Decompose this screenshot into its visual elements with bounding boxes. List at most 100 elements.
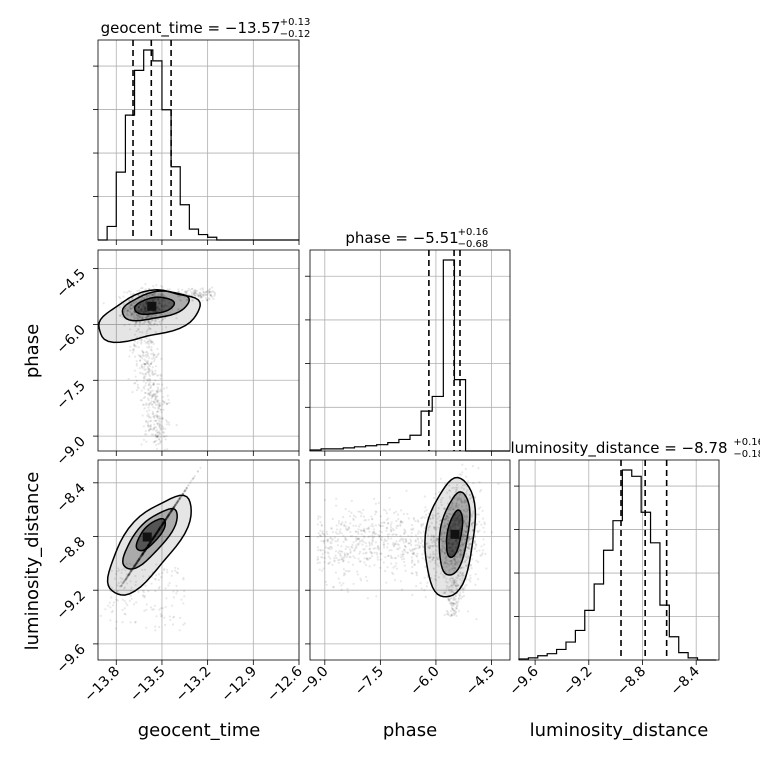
sample-point	[156, 415, 159, 419]
sample-point	[155, 314, 158, 317]
sample-point	[149, 314, 152, 317]
sample-point	[140, 338, 143, 341]
sample-point	[159, 313, 162, 316]
sample-point	[154, 434, 158, 437]
sample-point	[392, 543, 395, 546]
sample-point	[146, 315, 149, 318]
sample-point	[129, 308, 132, 311]
sample-point	[99, 614, 102, 617]
sample-point	[208, 298, 211, 301]
sample-point	[147, 415, 150, 418]
sample-point	[136, 341, 139, 344]
sample-point	[151, 293, 154, 296]
sample-point	[367, 527, 370, 530]
sample-point	[137, 590, 140, 594]
sample-point	[141, 322, 144, 325]
sample-point	[185, 292, 188, 295]
sample-point	[199, 294, 202, 297]
sample-point	[161, 418, 164, 421]
sample-point	[204, 293, 207, 296]
title-minus: −0.12	[280, 29, 311, 40]
sample-point	[153, 416, 156, 419]
sample-point	[189, 481, 192, 485]
sample-point	[161, 286, 164, 289]
sample-point	[481, 509, 484, 512]
sample-point	[194, 288, 197, 291]
sample-point	[382, 546, 386, 549]
sample-point	[158, 320, 161, 323]
sample-point	[150, 299, 153, 302]
sample-point	[159, 294, 162, 297]
sample-point	[133, 382, 136, 385]
sample-point	[194, 294, 197, 297]
sample-point	[152, 394, 155, 397]
sample-point	[138, 303, 141, 306]
sample-point	[137, 294, 140, 297]
sample-point	[143, 395, 146, 399]
sample-point	[163, 299, 166, 303]
sample-point	[152, 298, 155, 301]
sample-point	[417, 559, 420, 562]
sample-point	[321, 556, 324, 559]
sample-point	[214, 293, 217, 296]
sample-point	[168, 288, 171, 291]
sample-point	[147, 383, 150, 387]
sample-point	[157, 302, 160, 305]
sample-point	[153, 423, 156, 426]
sample-point	[351, 535, 354, 538]
sample-point	[151, 340, 154, 343]
sample-point	[142, 307, 145, 311]
sample-point	[402, 552, 405, 556]
sample-point	[142, 310, 145, 313]
sample-point	[146, 388, 149, 391]
sample-point	[144, 420, 148, 423]
sample-point	[152, 433, 155, 436]
sample-point	[133, 316, 136, 319]
sample-point	[133, 564, 136, 568]
sample-point	[376, 558, 379, 561]
sample-point	[163, 401, 166, 404]
sample-point	[357, 557, 360, 560]
sample-point	[168, 582, 171, 585]
sample-point	[200, 296, 203, 299]
sample-point	[212, 290, 215, 293]
sample-point	[162, 431, 165, 434]
sample-point	[338, 581, 341, 585]
sample-point	[156, 435, 160, 438]
sample-point	[373, 497, 376, 500]
sample-point	[316, 555, 319, 559]
sample-point	[166, 312, 169, 315]
sample-point	[205, 293, 208, 296]
sample-point	[193, 292, 196, 295]
sample-point	[169, 618, 172, 622]
sample-point	[155, 439, 158, 442]
sample-point	[483, 530, 486, 534]
sample-point	[132, 302, 135, 305]
sample-point	[123, 612, 126, 616]
sample-point	[162, 400, 165, 403]
sample-point	[468, 578, 471, 581]
sample-point	[462, 591, 465, 594]
sample-point	[407, 517, 410, 520]
sample-point	[165, 435, 168, 438]
sample-point	[175, 424, 178, 427]
sample-point	[145, 302, 148, 305]
sample-point	[385, 529, 388, 532]
sample-point	[339, 528, 342, 531]
sample-point	[155, 419, 158, 422]
sample-point	[148, 339, 151, 343]
sample-point	[206, 299, 209, 302]
sample-point	[143, 305, 146, 308]
sample-point	[455, 606, 458, 610]
sample-point	[139, 321, 142, 324]
sample-point	[365, 557, 368, 560]
x-tick-label: −13.5	[127, 664, 169, 706]
sample-point	[144, 351, 148, 354]
sample-point	[472, 482, 475, 485]
sample-point	[207, 289, 210, 292]
sample-point	[477, 578, 480, 581]
sample-point	[184, 489, 187, 492]
sample-point	[131, 351, 134, 354]
sample-point	[123, 308, 126, 311]
sample-point	[149, 427, 152, 430]
